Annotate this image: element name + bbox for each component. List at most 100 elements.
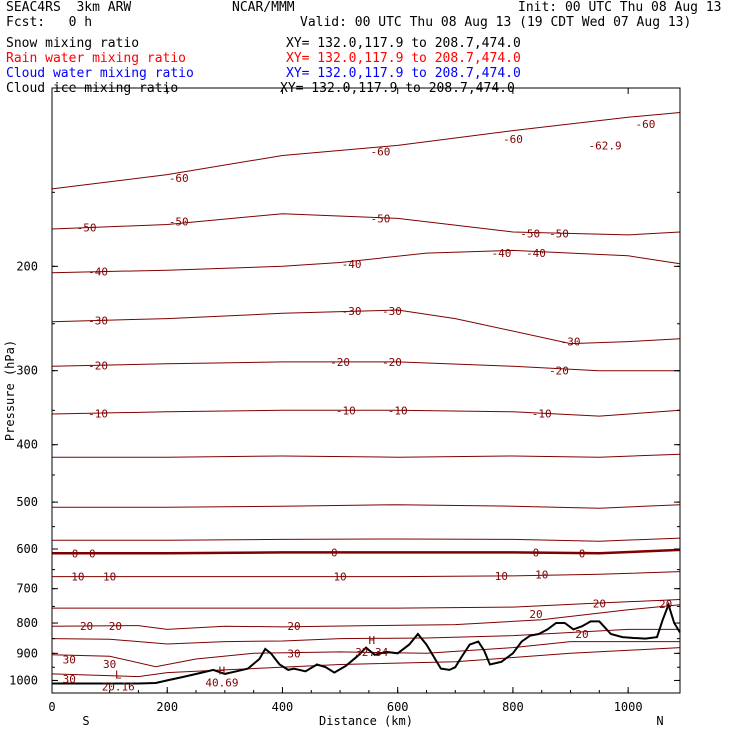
field-cloudwater-name: Cloud water mixing ratio xyxy=(6,66,194,81)
contour-label: -30 xyxy=(342,305,362,318)
x-tick-label: 800 xyxy=(502,700,524,714)
contour-label: -50 xyxy=(549,227,569,240)
contour-label: 20 xyxy=(659,598,672,611)
contour-label: -50 xyxy=(169,215,189,228)
contour-label: 20 xyxy=(287,620,300,633)
y-tick-label: 1000 xyxy=(9,673,38,687)
contour-label: -50 xyxy=(370,212,390,225)
isotherm-line xyxy=(51,641,680,668)
valid-time: Valid: 00 UTC Thu 08 Aug 13 (19 CDT Wed … xyxy=(300,15,692,30)
x-tick-label: 400 xyxy=(272,700,294,714)
contour-label: -50 xyxy=(77,222,97,235)
contour-label: -10 xyxy=(336,404,356,417)
terrain-line xyxy=(52,601,681,685)
x-tick-label: 0 xyxy=(48,700,55,714)
contour-label: -60 xyxy=(370,146,390,159)
y-tick-label: 600 xyxy=(16,542,38,556)
contour-label: -20 xyxy=(330,356,350,369)
contour-label: 30 xyxy=(287,647,300,660)
init-time: Init: 00 UTC Thu 08 Aug 13 xyxy=(518,0,722,15)
contour-label: 10 xyxy=(333,571,346,584)
isotherm-line xyxy=(51,112,681,190)
y-tick-label: 800 xyxy=(16,616,38,630)
y-axis-label: Pressure (hPa) xyxy=(3,340,17,441)
contour-label: -20 xyxy=(382,356,402,369)
contour-label: -30 xyxy=(382,305,402,318)
extremum-value: 32.34 xyxy=(355,646,388,659)
extremum-value: 40.69 xyxy=(205,677,238,690)
contour-label: 20 xyxy=(80,620,93,633)
field-rain-xy: XY= 132.0,117.9 to 208.7,474.0 xyxy=(286,51,521,66)
org-label: NCAR/MMM xyxy=(232,0,295,15)
isotherm-line xyxy=(51,628,680,645)
contour-label: 20 xyxy=(593,598,606,611)
isotherm-line xyxy=(52,504,681,509)
y-tick-label: 400 xyxy=(16,438,38,452)
plot-frame xyxy=(51,87,681,694)
y-tick-label: 900 xyxy=(16,646,38,660)
contour-label: 10 xyxy=(495,570,508,583)
axis-end-label-south: S xyxy=(82,714,89,728)
contour-label: 0 xyxy=(533,546,540,559)
forecast-hour: Fcst: 0 h xyxy=(6,15,93,30)
contour-label: 0 xyxy=(72,547,79,560)
contour-label: -60 xyxy=(635,118,655,131)
isotherm-line xyxy=(52,537,681,542)
isotherm-line xyxy=(51,213,681,236)
field-rain-name: Rain water mixing ratio xyxy=(6,51,187,66)
isotherm-line xyxy=(51,361,680,372)
isotherm-line xyxy=(52,548,681,555)
x-tick-label: 1000 xyxy=(614,700,643,714)
contour-label: 10 xyxy=(71,571,84,584)
contour-label: -20 xyxy=(549,365,569,378)
contour-label: 20 xyxy=(529,608,542,621)
isotherm-line xyxy=(51,604,681,630)
y-tick-label: 300 xyxy=(16,364,38,378)
contour-label: 20 xyxy=(109,620,122,633)
contour-label: 30 xyxy=(63,654,76,667)
contour-label: 0 xyxy=(89,547,96,560)
field-cloudwater-xy: XY= 132.0,117.9 to 208.7,474.0 xyxy=(286,66,521,81)
x-tick-label: 200 xyxy=(156,700,178,714)
extremum-symbol: H xyxy=(368,634,375,647)
contour-label: -40 xyxy=(88,265,108,278)
contour-label: 30 xyxy=(103,658,116,671)
contour-label: 30 xyxy=(63,673,76,686)
y-tick-label: 500 xyxy=(16,495,38,509)
contour-label: -10 xyxy=(388,404,408,417)
extremum-symbol: H xyxy=(219,665,226,678)
isotherm-line xyxy=(51,309,681,345)
contour-label: -30 xyxy=(561,336,581,349)
experiment-title: SEAC4RS 3km ARW xyxy=(6,0,132,15)
contour-label: -30 xyxy=(88,315,108,328)
contour-label: -20 xyxy=(88,359,108,372)
contour-label: -40 xyxy=(491,247,511,260)
contour-label: -10 xyxy=(532,407,552,420)
x-axis-label: Distance (km) xyxy=(319,714,413,728)
contour-labels: -62.9-60-60-60-60-50 -50 -50-50 -50-40-40-4… xyxy=(63,118,673,686)
isotherm-line xyxy=(52,453,681,458)
contour-label: 10 xyxy=(103,571,116,584)
contour-label: -60 xyxy=(503,133,523,146)
isotherm-contours xyxy=(51,112,681,678)
contour-label: 20 xyxy=(575,628,588,641)
isotherm-line xyxy=(51,249,681,274)
contour-label: -10 xyxy=(88,407,108,420)
contour-label: 0 xyxy=(579,547,586,560)
contour-label: 0 xyxy=(331,546,338,559)
contour-label: -62.9 xyxy=(589,139,622,152)
contour-label: -50 xyxy=(520,227,540,240)
isotherm-line xyxy=(52,571,681,578)
extremum-symbol: L xyxy=(115,668,122,681)
extremum-value: 20.16 xyxy=(102,680,135,693)
terrain-layer xyxy=(52,601,681,685)
field-snow-xy: XY= 132.0,117.9 to 208.7,474.0 xyxy=(286,36,521,51)
contour-label: -40 xyxy=(526,247,546,260)
isotherm-line xyxy=(52,599,681,609)
axis-end-label-north: N xyxy=(656,714,663,728)
x-tick-label: 600 xyxy=(387,700,409,714)
contour-label: -40 xyxy=(342,258,362,271)
isotherm-line xyxy=(51,409,681,417)
